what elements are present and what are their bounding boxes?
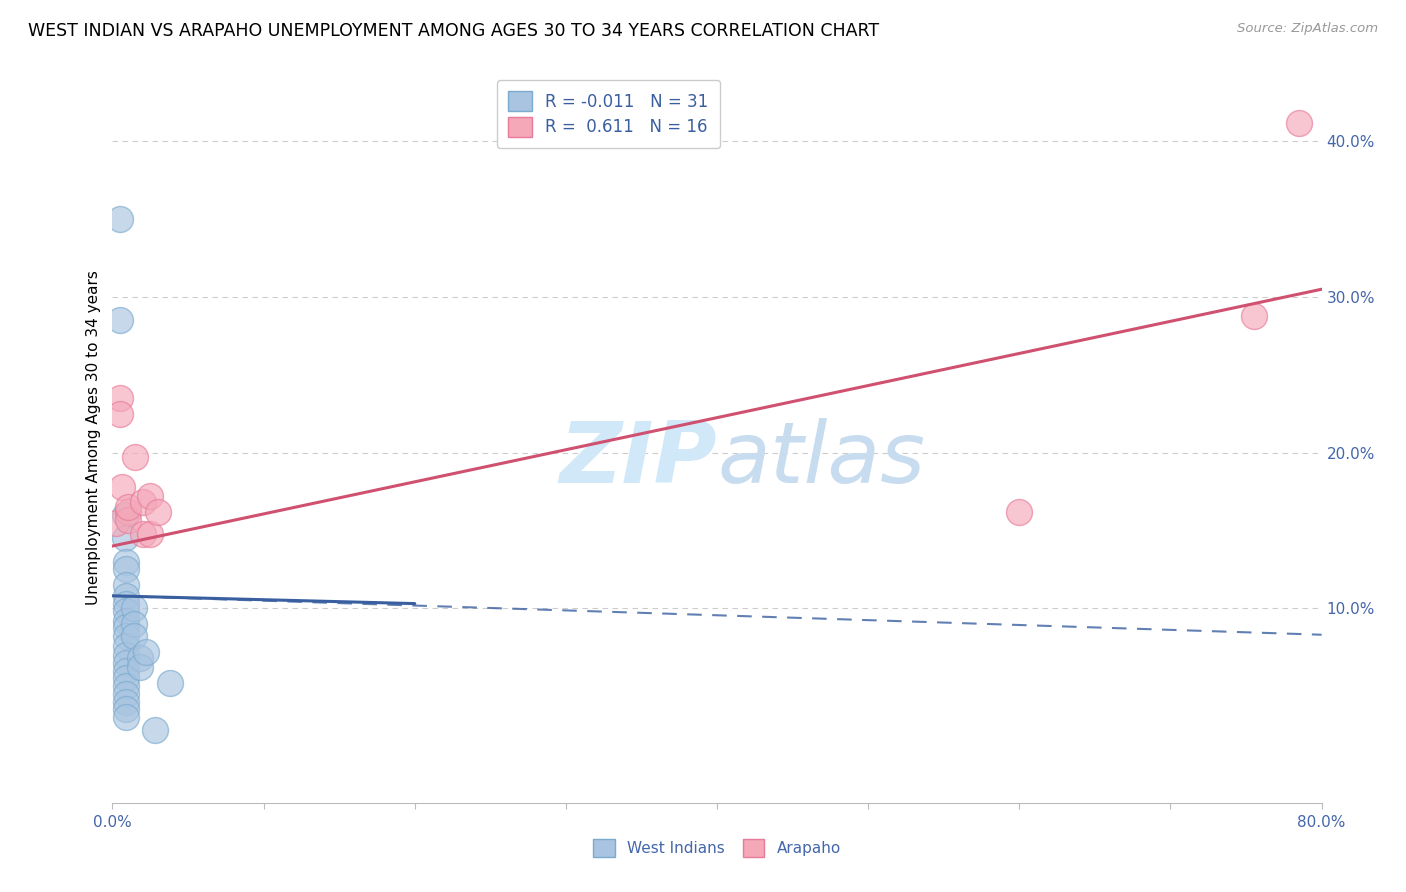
Point	[159, 676, 181, 690]
Point	[115, 702, 138, 716]
Point	[122, 601, 145, 615]
Point	[122, 616, 145, 631]
Point	[128, 651, 150, 665]
Point	[115, 648, 138, 662]
Point	[108, 313, 131, 327]
Point	[115, 656, 138, 670]
Legend: West Indians, Arapaho: West Indians, Arapaho	[586, 831, 848, 864]
Point	[115, 629, 138, 643]
Point	[146, 505, 169, 519]
Point	[108, 391, 131, 405]
Point	[115, 639, 138, 653]
Point	[1008, 505, 1031, 519]
Point	[108, 407, 131, 421]
Point	[108, 212, 131, 227]
Text: ZIP: ZIP	[560, 417, 717, 500]
Point	[115, 555, 138, 569]
Point	[132, 526, 155, 541]
Point	[115, 679, 138, 693]
Point	[115, 604, 138, 618]
Point	[117, 500, 139, 515]
Point	[115, 695, 138, 709]
Point	[139, 489, 162, 503]
Point	[135, 645, 157, 659]
Y-axis label: Unemployment Among Ages 30 to 34 years: Unemployment Among Ages 30 to 34 years	[86, 269, 101, 605]
Point	[1243, 309, 1265, 323]
Point	[124, 450, 146, 465]
Point	[114, 531, 136, 545]
Point	[115, 578, 138, 592]
Point	[114, 508, 136, 522]
Point	[115, 710, 138, 724]
Point	[115, 597, 138, 611]
Text: WEST INDIAN VS ARAPAHO UNEMPLOYMENT AMONG AGES 30 TO 34 YEARS CORRELATION CHART: WEST INDIAN VS ARAPAHO UNEMPLOYMENT AMON…	[28, 22, 879, 40]
Point	[115, 562, 138, 576]
Point	[115, 620, 138, 634]
Text: Source: ZipAtlas.com: Source: ZipAtlas.com	[1237, 22, 1378, 36]
Point	[110, 480, 132, 494]
Point	[132, 495, 155, 509]
Point	[143, 723, 166, 737]
Point	[115, 664, 138, 678]
Point	[117, 512, 139, 526]
Point	[1288, 116, 1310, 130]
Text: atlas: atlas	[717, 417, 925, 500]
Point	[115, 687, 138, 701]
Point	[117, 505, 139, 519]
Point	[115, 589, 138, 603]
Point	[104, 516, 127, 530]
Point	[122, 629, 145, 643]
Point	[128, 660, 150, 674]
Point	[139, 526, 162, 541]
Point	[115, 614, 138, 628]
Point	[115, 671, 138, 685]
